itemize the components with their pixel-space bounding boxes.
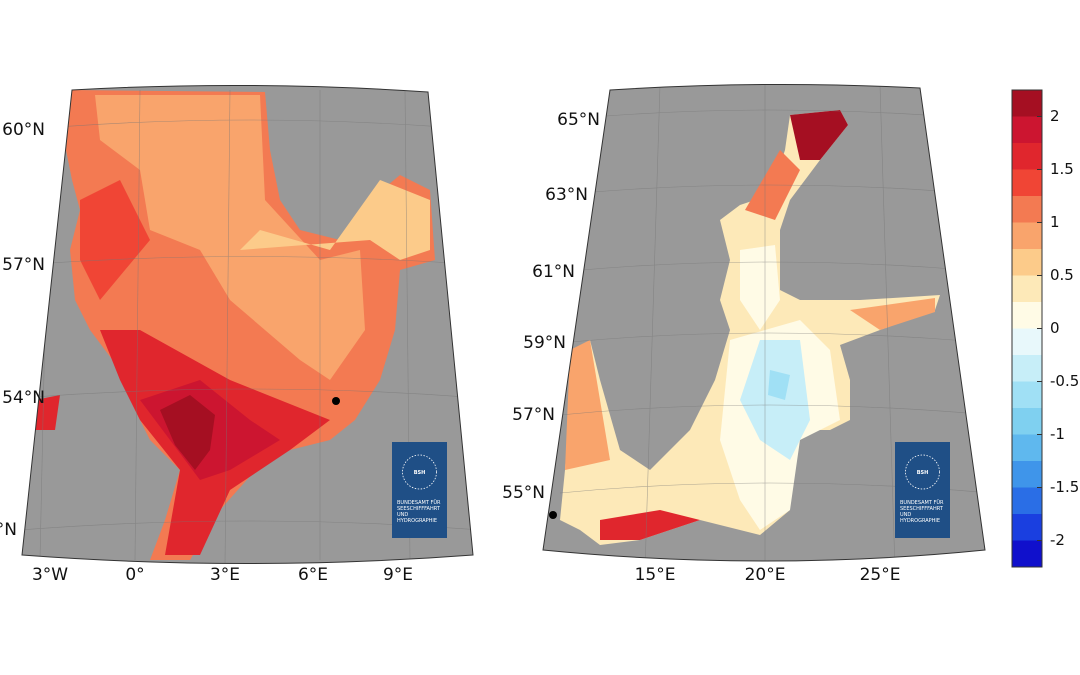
lat-label: 54°N [2, 388, 45, 408]
logo-line: SEESCHIFFFAHRT [900, 506, 944, 512]
lat-label: 59°N [523, 333, 566, 353]
lon-label: 20°E [745, 565, 786, 585]
colorbar-tick-label: 1 [1050, 213, 1060, 231]
logo-mark: BSH [414, 470, 426, 476]
colorbar-band [1012, 275, 1042, 302]
lat-label: 55°N [502, 483, 545, 503]
logo-line: UND [397, 512, 408, 518]
colorbar-band [1012, 487, 1042, 514]
colorbar-band [1012, 196, 1042, 223]
lat-label: 57°N [512, 405, 555, 425]
lon-label: 25°E [860, 565, 901, 585]
north-sea-map [22, 85, 473, 564]
colorbar-band [1012, 249, 1042, 276]
lon-label: 3°W [32, 565, 68, 585]
colorbar-band [1012, 302, 1042, 329]
colorbar-band [1012, 514, 1042, 541]
colorbar-tick-label: -2 [1050, 531, 1065, 549]
lat-label: 63°N [545, 185, 588, 205]
logo-line: HYDROGRAPHIE [900, 518, 940, 524]
lat-label: 57°N [2, 255, 45, 275]
colorbar-tick-label: 0.5 [1050, 266, 1074, 284]
colorbar-tick-label: 0 [1050, 319, 1060, 337]
lat-label: 65°N [557, 110, 600, 130]
colorbar-tick-label: 1.5 [1050, 160, 1074, 178]
bsh-logo: BSH BUNDESAMT FÜRSEESCHIFFFAHRTUNDHYDROGR… [392, 442, 447, 538]
lon-label: 9°E [383, 565, 413, 585]
lon-label: 0° [125, 565, 144, 585]
colorbar-band [1012, 116, 1042, 143]
logo-box [895, 442, 950, 538]
logo-line: BUNDESAMT FÜR [900, 499, 944, 506]
colorbar-band [1012, 408, 1042, 435]
logo-line: SEESCHIFFFAHRT [397, 506, 441, 512]
logo-line: UND [900, 512, 911, 518]
colorbar-band [1012, 434, 1042, 461]
colorbar-band [1012, 381, 1042, 408]
lon-label: 15°E [635, 565, 676, 585]
logo-ring [905, 454, 940, 490]
colorbar-band [1012, 328, 1042, 355]
lat-label: 60°N [2, 120, 45, 140]
logo-line: BUNDESAMT FÜR [397, 499, 441, 506]
logo-mark: BSH [917, 470, 929, 476]
logo-line: HYDROGRAPHIE [397, 518, 437, 524]
lat-label: 61°N [532, 262, 575, 282]
colorbar-tick-label: -1 [1050, 425, 1065, 443]
colorbar-tick-label: -0.5 [1050, 372, 1079, 390]
colorbar-band [1012, 222, 1042, 249]
lon-label: 6°E [298, 565, 328, 585]
colorbar-tick-label: -1.5 [1050, 478, 1079, 496]
colorbar-tick-label: 2 [1050, 107, 1060, 125]
colorbar-band [1012, 90, 1042, 117]
bsh-logo: BSH BUNDESAMT FÜRSEESCHIFFFAHRTUNDHYDROGR… [895, 442, 950, 538]
colorbar-band [1012, 169, 1042, 196]
colorbar-band [1012, 143, 1042, 170]
colorbar-band [1012, 355, 1042, 382]
lon-label: 3°E [210, 565, 240, 585]
logo-ring [402, 454, 437, 490]
colorbar-band [1012, 540, 1042, 567]
logo-box [392, 442, 447, 538]
lat-label: 51°N [0, 520, 17, 540]
colorbar-band [1012, 461, 1042, 488]
